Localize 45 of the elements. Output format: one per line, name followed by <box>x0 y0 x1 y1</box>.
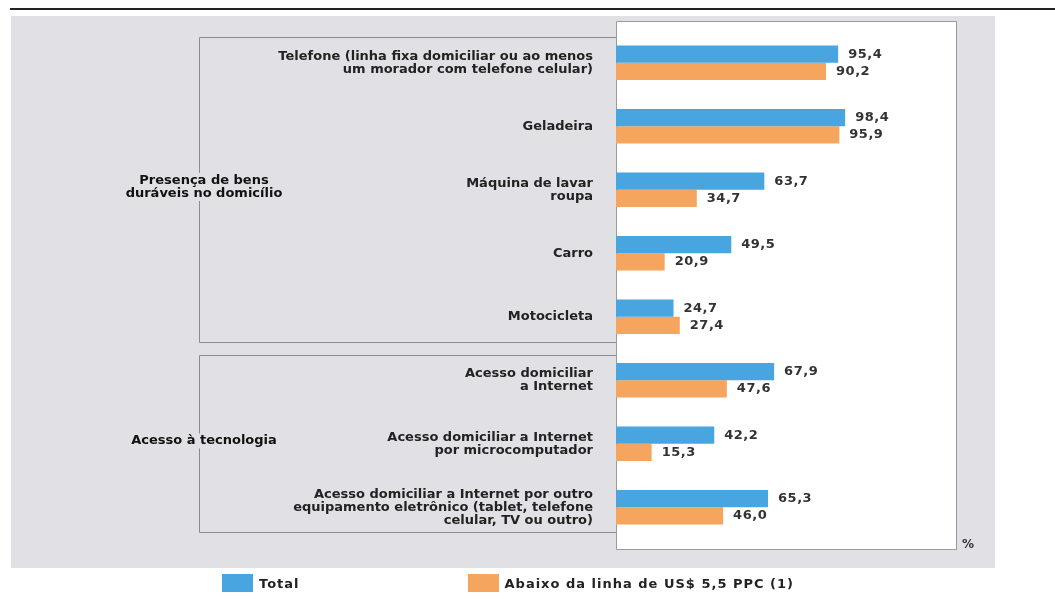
y-tick-label: Geladeira <box>522 117 593 133</box>
data-label: 46,0 <box>733 507 768 523</box>
bar <box>616 189 697 207</box>
data-label: 24,7 <box>683 299 718 315</box>
x-axis-title: % <box>962 537 975 552</box>
data-label: 95,9 <box>849 126 884 142</box>
bar <box>616 490 769 508</box>
bar <box>616 363 775 381</box>
data-label: 95,4 <box>848 45 883 61</box>
bar <box>616 426 715 444</box>
bar <box>616 443 652 461</box>
data-label: 15,3 <box>661 443 696 459</box>
y-tick-label: Máquina de lavar roupa <box>466 174 594 203</box>
bar <box>616 253 665 271</box>
y-tick-label: Motocicleta <box>507 308 593 324</box>
bar <box>616 126 840 144</box>
data-label: 63,7 <box>774 172 809 188</box>
y-tick-label: Carro <box>552 244 594 260</box>
data-label: 42,2 <box>724 426 759 442</box>
y-tick-label: Acesso domiciliar a Internet <box>464 365 594 394</box>
data-label: 98,4 <box>855 109 890 125</box>
bar <box>616 236 732 254</box>
data-label: 27,4 <box>689 316 724 332</box>
text: Presença de bens duráveis no domicílio <box>125 171 283 200</box>
y-tick-label: Acesso domiciliar a Internet por outro equipamento eletrônico (tablet, telefone celular, TV ou outro) <box>293 485 594 527</box>
data-label: 65,3 <box>778 490 813 506</box>
bar <box>616 45 839 63</box>
text: Acesso à tecnologia <box>131 432 277 448</box>
bar <box>616 507 724 525</box>
legend-label: Abaixo da linha de US$ 5,5 PPC (1) <box>504 575 795 591</box>
data-label: 90,2 <box>836 62 871 78</box>
bar <box>616 380 727 398</box>
bar <box>616 109 846 127</box>
y-tick-label: Acesso domiciliar a Internet por microcomputador <box>387 428 594 457</box>
bar <box>616 172 765 190</box>
data-label: 20,9 <box>674 253 709 269</box>
bar <box>616 316 680 334</box>
bar <box>616 299 674 317</box>
y-tick-label: Telefone (linha fixa domiciliar ou ao menos um morador com telefone celular) <box>278 47 594 76</box>
data-label: 34,7 <box>706 189 741 205</box>
data-label: 47,6 <box>736 380 771 396</box>
bar <box>616 62 827 80</box>
legend-label: Total <box>259 575 300 591</box>
data-label: 67,9 <box>784 363 819 379</box>
data-label: 49,5 <box>741 236 776 252</box>
